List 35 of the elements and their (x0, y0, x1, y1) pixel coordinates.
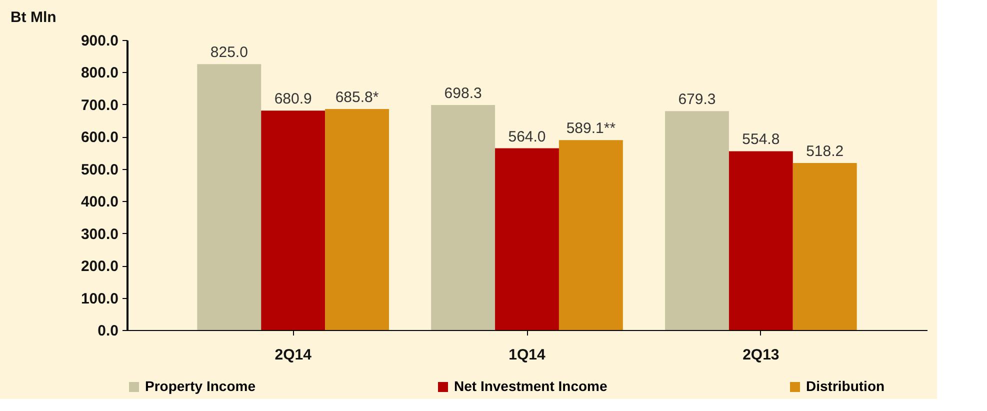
y-tick-label: 900.0 (80, 32, 118, 50)
data-label: 685.8* (335, 89, 379, 106)
legend-label: Property Income (145, 378, 256, 394)
y-tick-label: 700.0 (80, 96, 118, 114)
data-label: 679.3 (678, 91, 716, 108)
y-tick-label: 800.0 (80, 64, 118, 82)
y-tick-label: 200.0 (80, 258, 118, 276)
data-label: 825.0 (210, 44, 248, 62)
bar (325, 109, 389, 330)
bar (665, 111, 729, 330)
data-label: 564.0 (508, 128, 546, 146)
x-tick-label: 2Q14 (274, 346, 312, 364)
x-tick-label: 1Q14 (508, 346, 546, 364)
data-label: 589.1** (566, 120, 616, 138)
data-label: 680.9 (274, 90, 312, 108)
bar (197, 64, 262, 330)
legend-label: Net Investment Income (454, 378, 608, 394)
bar (261, 110, 326, 330)
y-tick-label: 300.0 (80, 226, 118, 243)
y-tick-label: 400.0 (80, 194, 118, 211)
legend-label: Distribution (806, 378, 885, 394)
bar (558, 140, 623, 330)
bar (495, 148, 559, 330)
bar (728, 151, 793, 330)
bar (431, 104, 496, 330)
data-label: 698.3 (444, 84, 482, 102)
y-tick-label: 500.0 (80, 161, 118, 178)
bar (792, 163, 857, 330)
data-label: 554.8 (742, 131, 780, 148)
x-tick-label: 2Q13 (742, 346, 780, 364)
y-tick-label: 600.0 (80, 129, 118, 146)
y-axis-title: Bt Mln (10, 9, 56, 26)
y-tick-label: 100.0 (80, 290, 118, 308)
y-tick-label: 0.0 (98, 322, 118, 340)
data-label: 518.2 (806, 143, 844, 160)
